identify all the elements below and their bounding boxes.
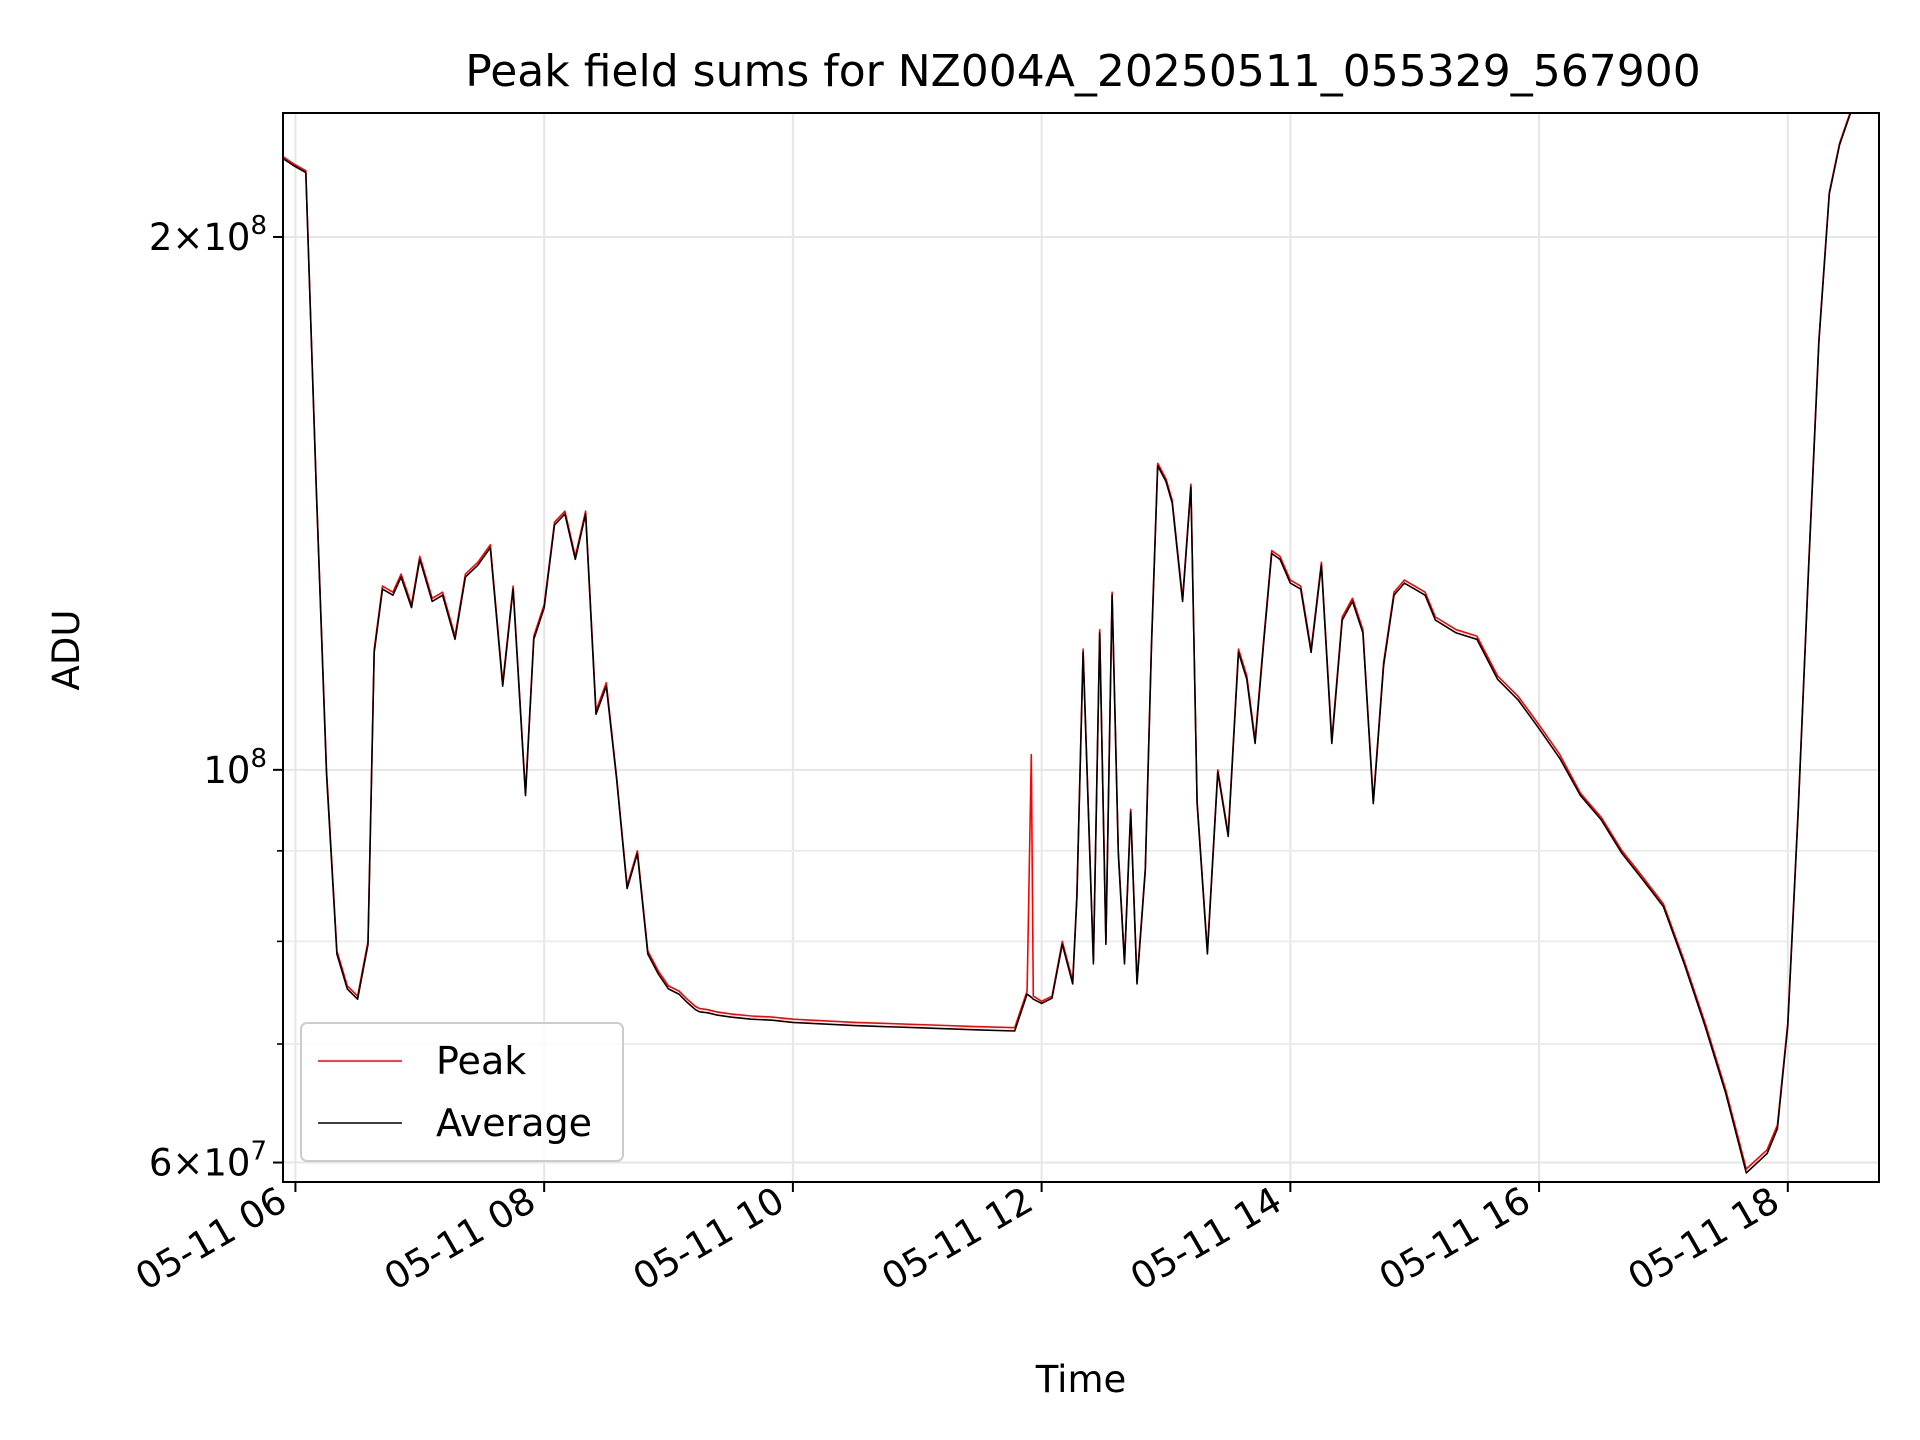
- y-tick-label: 2×108: [149, 211, 267, 259]
- legend-label-average: Average: [436, 1101, 592, 1145]
- series-line-average: [283, 113, 1852, 1174]
- legend-box: [300, 1022, 624, 1162]
- plot-frame: [282, 112, 1880, 1183]
- y-axis-label: ADU: [45, 610, 88, 691]
- x-axis-label: Time: [1035, 1358, 1127, 1401]
- y-tick-label: 6×107: [149, 1137, 267, 1185]
- grid: [283, 113, 1879, 1182]
- chart-title: Peak field sums for NZ004A_20250511_0553…: [465, 46, 1700, 97]
- series-layer: [283, 113, 1852, 1174]
- legend-label-peak: Peak: [436, 1039, 526, 1083]
- legend: Peak Average: [300, 1022, 624, 1162]
